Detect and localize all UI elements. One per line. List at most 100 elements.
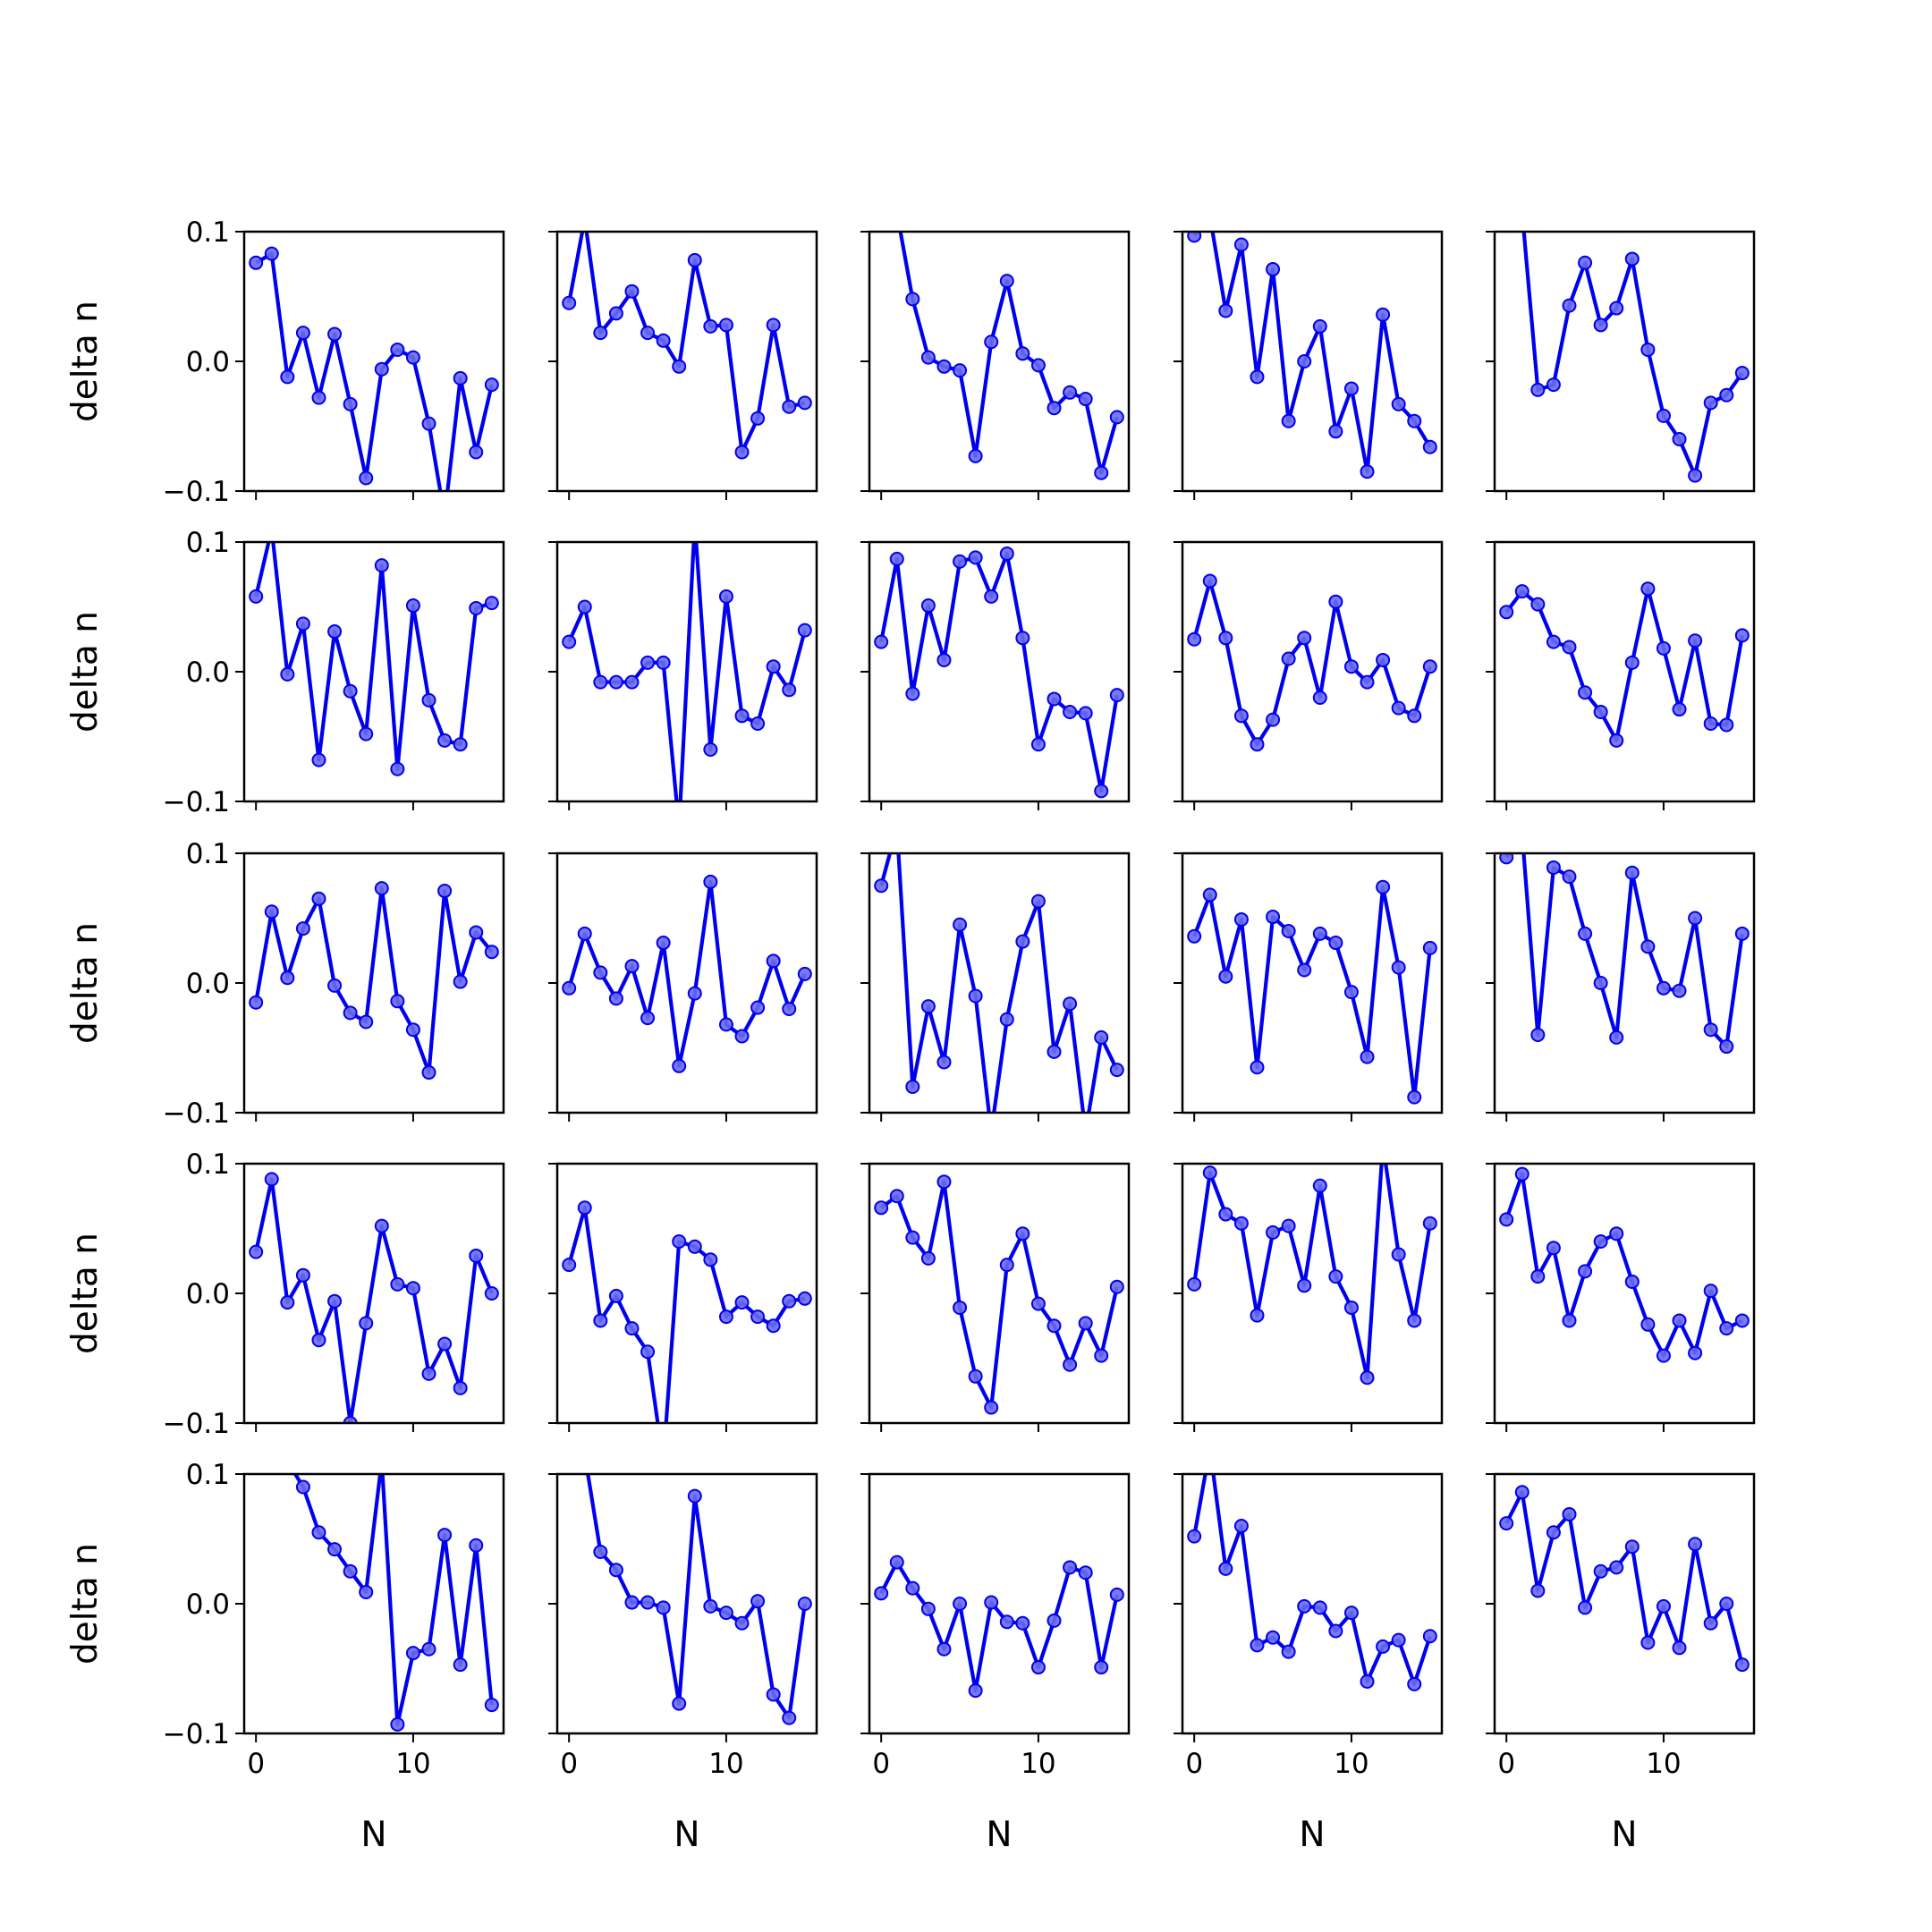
y-axis-label: delta n xyxy=(65,611,106,733)
data-point xyxy=(782,399,797,414)
data-point xyxy=(750,716,766,731)
y-tick-label: 0.1 xyxy=(186,1459,230,1491)
data-point xyxy=(374,1218,389,1233)
data-point xyxy=(421,1641,436,1657)
data-point xyxy=(920,598,936,614)
series-group xyxy=(877,232,1124,480)
data-point xyxy=(359,1014,374,1030)
data-point xyxy=(343,1416,358,1423)
data-point xyxy=(1187,631,1202,647)
data-point xyxy=(984,1400,999,1415)
data-point xyxy=(1250,369,1265,385)
x-tick-label: 10 xyxy=(708,1748,743,1780)
data-point xyxy=(1046,401,1062,416)
data-point xyxy=(1624,655,1640,670)
series-group xyxy=(874,1174,1124,1415)
series-group xyxy=(249,881,499,1080)
data-point xyxy=(874,634,889,649)
data-point xyxy=(672,1234,687,1249)
data-point xyxy=(311,1333,326,1348)
data-point xyxy=(1233,1519,1249,1533)
y-tick-label: 0.1 xyxy=(186,1148,230,1181)
data-point xyxy=(593,674,608,690)
data-point xyxy=(797,966,812,981)
data-point xyxy=(343,683,358,699)
data-point xyxy=(984,589,999,604)
x-tick-label: 10 xyxy=(1334,1748,1368,1780)
data-point xyxy=(359,726,374,741)
series-group xyxy=(1499,853,1750,1055)
y-tick-label: −0.1 xyxy=(163,1408,230,1440)
x-tick-label: 0 xyxy=(1497,1748,1515,1780)
data-point xyxy=(1688,468,1703,483)
data-point xyxy=(1218,1561,1233,1576)
data-point xyxy=(593,965,608,980)
data-point xyxy=(374,558,389,573)
data-point xyxy=(999,274,1014,289)
y-axis-label: delta n xyxy=(65,922,106,1044)
subplot-2-3 xyxy=(1174,852,1444,1122)
data-point xyxy=(437,1528,453,1543)
subplot-3-0: −0.1 0.0 0.1 delta n xyxy=(65,1148,505,1440)
data-point xyxy=(797,623,812,638)
subplot-3-3 xyxy=(1174,1162,1444,1432)
data-point xyxy=(1376,879,1391,894)
series-group xyxy=(249,1172,499,1423)
data-point xyxy=(687,252,702,267)
data-point xyxy=(1530,1583,1546,1598)
series-group xyxy=(562,232,812,460)
data-point xyxy=(359,1316,374,1331)
data-point xyxy=(562,980,577,996)
x-axis-label: N xyxy=(360,1815,386,1855)
data-point xyxy=(718,318,733,333)
x-tick-label: 10 xyxy=(1646,1748,1681,1780)
data-point xyxy=(593,1545,608,1559)
data-point xyxy=(905,1230,920,1245)
data-point xyxy=(405,350,420,365)
data-point xyxy=(1030,894,1046,909)
data-point xyxy=(1312,691,1327,705)
y-tick-label: 0.1 xyxy=(186,838,230,870)
series-line xyxy=(1192,1164,1432,1380)
data-point xyxy=(1360,1674,1375,1689)
data-point xyxy=(1360,464,1375,479)
data-point xyxy=(1546,377,1561,393)
data-point xyxy=(280,1295,295,1310)
data-point xyxy=(1703,1615,1718,1631)
data-point xyxy=(936,652,952,667)
data-point xyxy=(1109,1063,1124,1078)
series-group xyxy=(1499,1166,1750,1363)
data-point xyxy=(484,596,499,611)
data-point xyxy=(469,1248,484,1263)
data-point xyxy=(920,999,936,1014)
data-point xyxy=(889,1555,904,1570)
subplot-2-0: −0.1 0.0 0.1 delta n xyxy=(65,838,505,1130)
y-tick-label: 0.1 xyxy=(186,216,230,249)
series-group xyxy=(292,1474,499,1732)
data-point xyxy=(1391,1632,1406,1648)
series-line xyxy=(1504,587,1744,742)
series-line xyxy=(1521,232,1744,478)
data-point xyxy=(1407,1313,1422,1328)
data-point xyxy=(608,1563,623,1578)
data-point xyxy=(968,1368,983,1384)
data-point xyxy=(1499,605,1514,620)
data-point xyxy=(593,326,608,341)
data-point xyxy=(703,318,718,334)
series-line xyxy=(1192,579,1432,747)
series-group xyxy=(562,874,812,1073)
data-point xyxy=(1499,853,1514,865)
data-point xyxy=(1063,996,1078,1012)
data-point xyxy=(1109,1587,1124,1602)
data-point xyxy=(1376,307,1391,322)
x-axis-label: N xyxy=(986,1815,1012,1855)
y-tick-label: 0.0 xyxy=(186,657,230,689)
data-point xyxy=(562,1258,577,1273)
data-point xyxy=(1015,1615,1030,1631)
data-point xyxy=(390,342,405,357)
data-point xyxy=(1640,1317,1656,1332)
data-point xyxy=(782,682,797,698)
data-point xyxy=(1109,1279,1124,1294)
data-point xyxy=(1578,685,1593,700)
